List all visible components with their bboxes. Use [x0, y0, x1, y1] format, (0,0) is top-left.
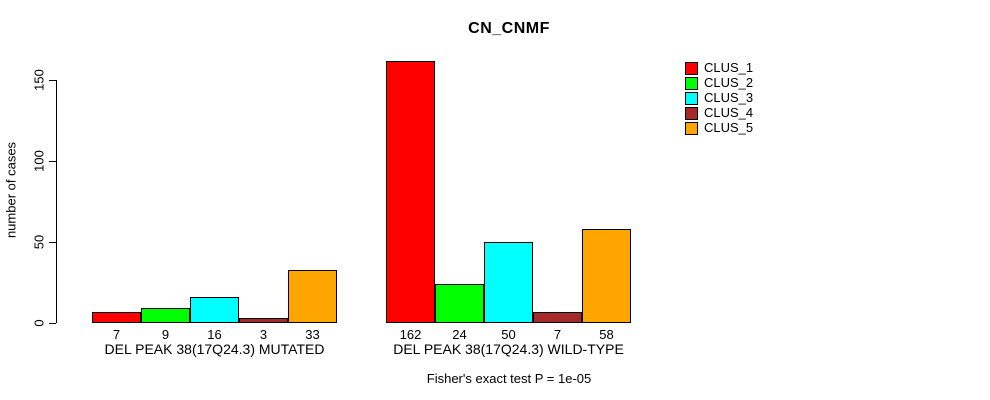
bar-value-label: 24: [452, 327, 467, 342]
legend-row: CLUS_1: [685, 61, 753, 75]
bar-clus_2-group2: [435, 284, 484, 323]
y-axis-tick: [49, 161, 56, 162]
bar-clus_3-group1: [190, 297, 239, 323]
bar-value-label: 33: [305, 327, 320, 342]
legend-row: CLUS_4: [685, 106, 753, 120]
legend-swatch-icon: [685, 121, 698, 135]
legend-label: CLUS_3: [704, 90, 754, 105]
bar-clus_1-group1: [92, 312, 141, 323]
y-axis-tick: [49, 242, 56, 243]
bar-clus_4-group1: [239, 318, 288, 323]
legend-row: CLUS_3: [685, 91, 753, 105]
legend-row: CLUS_5: [685, 121, 753, 135]
bar-value-label: 7: [553, 327, 562, 342]
y-axis-tick-label: 50: [31, 234, 47, 250]
legend-swatch-icon: [685, 91, 698, 105]
y-axis-line: [56, 80, 57, 323]
bar-clus_5-group2: [582, 229, 631, 323]
fisher-test-annotation: Fisher's exact test P = 1e-05: [426, 371, 592, 386]
legend-label: CLUS_2: [704, 75, 754, 90]
bar-clus_3-group2: [484, 242, 533, 323]
y-axis-tick-label: 100: [31, 150, 47, 172]
legend-label: CLUS_5: [704, 120, 754, 135]
y-axis-tick: [49, 80, 56, 81]
bar-value-label: 7: [112, 327, 121, 342]
legend-swatch-icon: [685, 106, 698, 120]
group-label: DEL PEAK 38(17Q24.3) WILD-TYPE: [393, 341, 624, 357]
y-axis-label: number of cases: [3, 141, 19, 239]
y-axis-tick: [49, 323, 56, 324]
bar-value-label: 58: [599, 327, 614, 342]
y-axis-tick-label: 0: [31, 319, 47, 327]
y-axis-tick-label: 150: [31, 69, 47, 91]
bar-clus_1-group2: [386, 61, 435, 323]
bar-value-label: 9: [161, 327, 170, 342]
bar-clus_5-group1: [288, 270, 337, 323]
legend-swatch-icon: [685, 76, 698, 90]
legend-swatch-icon: [685, 61, 698, 75]
group-label: DEL PEAK 38(17Q24.3) MUTATED: [104, 341, 325, 357]
legend-label: CLUS_1: [704, 60, 754, 75]
bar-value-label: 16: [207, 327, 222, 342]
bar-clus_2-group1: [141, 308, 190, 323]
bar-value-label: 162: [399, 327, 422, 342]
bar-clus_4-group2: [533, 312, 582, 323]
bar-value-label: 50: [501, 327, 516, 342]
chart-title: CN_CNMF: [468, 20, 550, 37]
legend-row: CLUS_2: [685, 76, 753, 90]
bar-value-label: 3: [259, 327, 268, 342]
legend-label: CLUS_4: [704, 105, 754, 120]
